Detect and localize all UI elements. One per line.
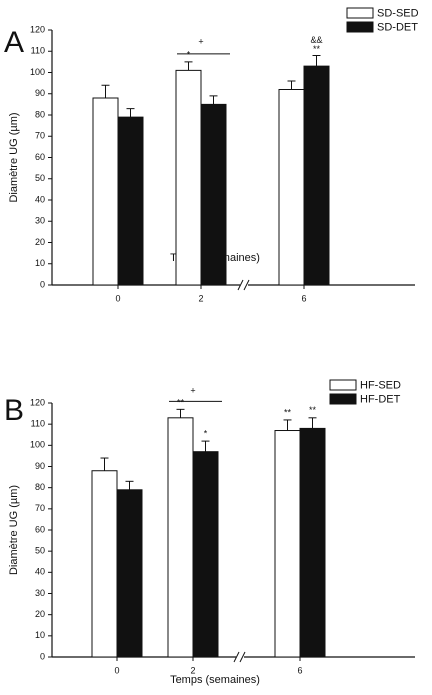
legend-label: HF-SED [360,379,401,391]
legend-swatch [329,393,357,405]
y-tick-label: 10 [35,258,45,268]
y-tick-label: 40 [35,567,45,577]
axis-break [233,651,240,663]
bar [175,69,202,286]
y-tick-label: 0 [40,279,45,289]
y-tick-label: 10 [35,630,45,640]
y-tick-label: 80 [35,482,45,492]
y-tick-label: 30 [35,216,45,226]
y-tick-label: 30 [35,588,45,598]
x-tick-label: 0 [114,665,119,675]
x-tick-label: 6 [301,293,306,303]
legend-swatch [346,21,374,33]
bar [200,103,227,286]
x-axis-label: Temps (semaines) [170,674,260,686]
x-tick-label: 0 [115,293,120,303]
y-tick-label: 100 [30,440,45,450]
y-tick-label: 90 [35,461,45,471]
y-tick-label: 100 [30,67,45,77]
annotation: * [187,49,191,59]
annotation: ** [284,407,292,417]
y-tick-label: 50 [35,546,45,556]
legend-label: SD-DET [377,21,418,33]
y-tick-label: 120 [30,397,45,407]
y-tick-label: 0 [40,651,45,661]
annotation: ** [177,398,185,408]
axis-break [243,279,250,291]
annotation: && [310,35,322,45]
x-tick-label: 2 [190,665,195,675]
y-axis-label: Diamètre UG (µm) [8,485,20,575]
annotation: + [198,36,203,46]
bar [116,489,143,658]
annotation: + [190,386,195,396]
annotation: ** [309,405,317,415]
y-tick-label: 70 [35,503,45,513]
annotation: * [204,428,208,438]
bar [91,470,118,658]
axis-break [237,279,244,291]
y-tick-label: 110 [31,46,45,56]
bar [274,430,301,658]
bar [167,417,194,658]
y-axis-label: Diamètre UG (µm) [8,112,20,202]
y-tick-label: 40 [35,194,45,204]
annotation: ** [313,44,321,54]
bar [278,89,305,286]
y-tick-label: 20 [35,237,45,247]
panel-label: A [4,26,24,59]
y-tick-label: 60 [35,152,45,162]
panel-label: B [4,394,24,427]
legend-swatch [329,379,357,391]
y-tick-label: 60 [35,524,45,534]
bar [299,427,326,658]
y-tick-label: 50 [35,173,45,183]
legend-label: SD-SED [377,7,419,19]
bar [117,116,144,286]
legend-swatch [346,7,374,19]
y-tick-label: 80 [35,109,45,119]
x-tick-label: 2 [198,293,203,303]
y-tick-label: 70 [35,131,45,141]
x-tick-label: 6 [297,665,302,675]
bar [303,65,330,286]
y-tick-label: 90 [35,88,45,98]
bar [192,451,219,658]
y-tick-label: 20 [35,609,45,619]
y-tick-label: 110 [31,419,45,429]
bar [92,97,119,286]
axis-break [239,651,246,663]
y-tick-label: 120 [30,24,45,34]
legend-label: HF-DET [360,393,401,405]
